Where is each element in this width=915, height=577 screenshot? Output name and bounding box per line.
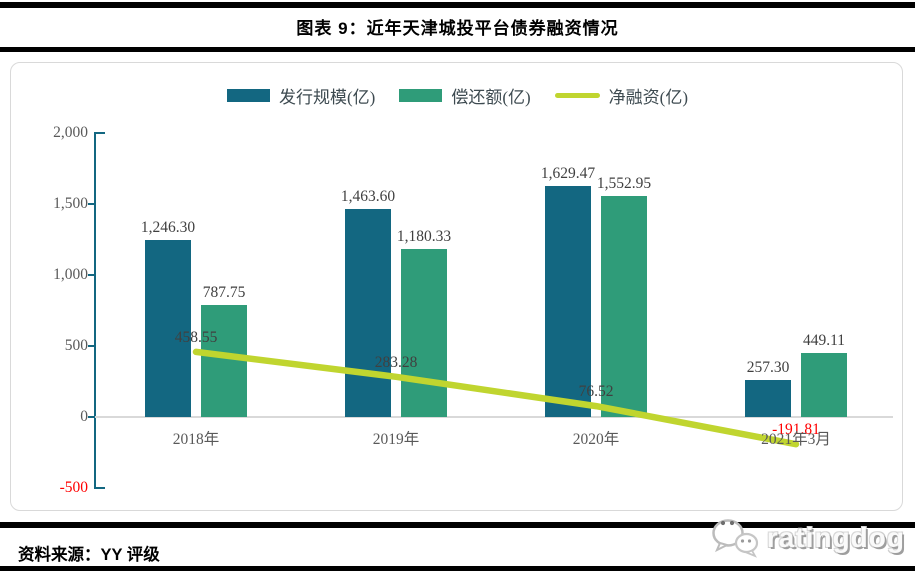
bar-value-label: 787.75 bbox=[202, 284, 246, 302]
bar-value-label: 1,629.47 bbox=[540, 164, 596, 182]
y-axis-top-cap bbox=[94, 132, 105, 134]
x-axis-category-label: 2021年3月 bbox=[761, 431, 831, 448]
line-value-label: 283.28 bbox=[374, 353, 418, 371]
title-rule bbox=[0, 47, 915, 52]
y-axis-tick-label: -500 bbox=[59, 479, 88, 496]
bar-value-label: 257.30 bbox=[746, 359, 790, 377]
source-note: 资料来源：YY 评级 bbox=[18, 546, 160, 564]
y-axis-tick-label: 1,500 bbox=[53, 195, 88, 212]
wechat-bubbles-icon bbox=[708, 514, 762, 565]
y-axis-tick-label: 500 bbox=[64, 337, 88, 354]
legend-item-repayment: 偿还额(亿) bbox=[399, 83, 531, 108]
y-axis-tick-label: 2,000 bbox=[53, 124, 88, 141]
bar-value-label: 449.11 bbox=[802, 332, 846, 350]
brand-name: ratingdog bbox=[766, 522, 905, 553]
y-axis-line bbox=[94, 133, 96, 488]
bar-value-label: 1,552.95 bbox=[596, 175, 652, 193]
y-axis-tickmark bbox=[88, 345, 95, 347]
legend-label: 发行规模(亿) bbox=[279, 88, 376, 107]
bar-偿还额(亿) bbox=[201, 305, 247, 417]
legend-label: 偿还额(亿) bbox=[451, 88, 531, 107]
legend-item-net-financing: 净融资(亿) bbox=[554, 83, 688, 108]
y-axis-tickmark bbox=[88, 416, 95, 418]
line-value-label: 458.55 bbox=[174, 328, 218, 346]
y-axis-tick-label: 0 bbox=[80, 408, 88, 425]
source-top-rule bbox=[0, 522, 915, 528]
bar-偿还额(亿) bbox=[801, 353, 847, 417]
ratingdog-watermark: ratingdog bbox=[708, 514, 905, 565]
issuance-swatch-icon bbox=[227, 89, 270, 102]
bar-偿还额(亿) bbox=[401, 249, 447, 417]
bar-发行规模(亿) bbox=[745, 380, 791, 417]
y-axis-tickmark bbox=[88, 274, 95, 276]
chart-legend: 发行规模(亿) 偿还额(亿) 净融资(亿) bbox=[0, 83, 915, 108]
bar-发行规模(亿) bbox=[345, 209, 391, 417]
bar-发行规模(亿) bbox=[145, 240, 191, 417]
line-value-label: -191.81 bbox=[772, 421, 820, 439]
bar-value-label: 1,246.30 bbox=[140, 219, 196, 237]
y-axis-tick-label: 1,000 bbox=[53, 266, 88, 283]
x-axis-category-label: 2020年 bbox=[572, 431, 620, 448]
top-rule bbox=[0, 2, 915, 8]
x-axis-category-label: 2019年 bbox=[372, 431, 420, 448]
y-axis-bottom-cap bbox=[94, 487, 105, 489]
y-axis-tickmark bbox=[88, 203, 95, 205]
x-axis-category-label: 2018年 bbox=[172, 431, 220, 448]
net-financing-line-swatch-icon bbox=[554, 93, 600, 98]
repayment-swatch-icon bbox=[399, 89, 443, 102]
legend-item-issuance: 发行规模(亿) bbox=[227, 83, 375, 108]
page-title: 图表 9：近年天津城投平台债券融资情况 bbox=[296, 19, 619, 38]
line-value-label: 76.52 bbox=[578, 383, 614, 401]
bar-value-label: 1,463.60 bbox=[340, 188, 396, 206]
legend-label: 净融资(亿) bbox=[608, 88, 688, 107]
bottom-rule bbox=[0, 566, 915, 571]
bar-value-label: 1,180.33 bbox=[396, 228, 452, 246]
